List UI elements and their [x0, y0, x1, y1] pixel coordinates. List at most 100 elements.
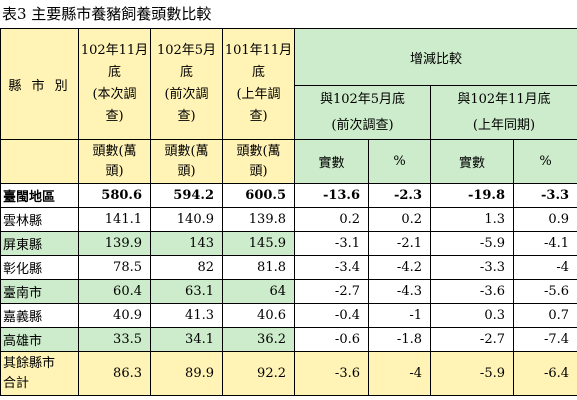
change-may-actual: -0.4	[294, 303, 369, 328]
lastyear-value: 36.2	[222, 327, 295, 352]
heads-unit-2-line-2: 頭)	[177, 163, 196, 179]
county-name: 嘉義縣	[0, 303, 79, 328]
change-nov-pct: -6.4	[512, 351, 577, 396]
current-value: 40.9	[78, 303, 151, 328]
table-row: 彰化縣 78.5 82 81.8 -3.4 -4.2 -3.3 -4	[0, 255, 577, 280]
change-nov-pct: -3.3	[512, 183, 577, 208]
col-current-line-2: 底	[107, 65, 121, 80]
current-value: 580.6	[78, 183, 151, 208]
previous-value: 140.9	[150, 207, 223, 232]
current-value: 86.3	[78, 351, 151, 396]
county-header-label: 縣 市 別	[8, 78, 71, 94]
change-may-actual: -3.6	[294, 351, 369, 396]
current-value: 141.1	[78, 207, 151, 232]
previous-value: 34.1	[150, 327, 223, 352]
heads-unit-2-line-1: 頭數(萬	[164, 143, 209, 159]
col-current-header: 102年11月 底 (本次調 查)	[78, 28, 151, 140]
col-current-line-4: 查)	[105, 109, 124, 124]
col-previous-line-1: 102年5月	[156, 43, 217, 58]
county-header-spacer	[0, 139, 79, 184]
table-row-others: 其餘縣市 合計 86.3 89.9 92.2 -3.6 -4 -5.9 -6.4	[0, 351, 577, 396]
change-may-actual: -0.6	[294, 327, 369, 352]
col-previous-line-4: 查)	[177, 109, 196, 124]
change-nov-actual: -3.3	[430, 255, 514, 280]
change-nov-actual: -2.7	[430, 327, 514, 352]
current-value: 139.9	[78, 231, 151, 256]
county-name: 高雄市	[0, 327, 79, 352]
change-may-actual: 0.2	[294, 207, 369, 232]
pct-header-2: %	[512, 139, 577, 184]
lastyear-value: 600.5	[222, 183, 295, 208]
col-lastyear-line-1: 101年11月	[224, 43, 293, 58]
vs-may-header: 與102年5月底 (前次調查)	[294, 85, 431, 140]
lastyear-value: 81.8	[222, 255, 295, 280]
county-name: 其餘縣市 合計	[0, 351, 79, 396]
current-value: 78.5	[78, 255, 151, 280]
change-nov-pct: -4	[512, 255, 577, 280]
vs-nov-label: 與102年11月底	[457, 91, 551, 107]
heads-unit-3-line-2: 頭)	[249, 163, 268, 179]
current-value: 33.5	[78, 327, 151, 352]
change-may-actual: -3.4	[294, 255, 369, 280]
change-may-actual: -3.1	[294, 231, 369, 256]
vs-may-sublabel: (前次調查)	[331, 117, 394, 133]
change-nov-actual: -19.8	[430, 183, 514, 208]
heads-unit-1: 頭數(萬 頭)	[78, 139, 151, 184]
change-may-pct: -4.2	[368, 255, 431, 280]
previous-value: 41.3	[150, 303, 223, 328]
change-may-pct: -1	[368, 303, 431, 328]
col-current-line-3: (本次調	[92, 87, 137, 102]
heads-unit-3: 頭數(萬 頭)	[222, 139, 295, 184]
change-nov-actual: -5.9	[430, 231, 514, 256]
col-lastyear-header: 101年11月 底 (上年調 查)	[222, 28, 295, 140]
lastyear-value: 64	[222, 279, 295, 304]
county-name: 臺閩地區	[0, 183, 79, 208]
change-nov-pct: -4.1	[512, 231, 577, 256]
lastyear-value: 145.9	[222, 231, 295, 256]
change-nov-actual: 1.3	[430, 207, 514, 232]
previous-value: 89.9	[150, 351, 223, 396]
vs-nov-header: 與102年11月底 (上年同期)	[429, 85, 577, 140]
heads-unit-3-line-1: 頭數(萬	[236, 143, 281, 159]
col-lastyear-line-2: 底	[251, 65, 265, 80]
lastyear-value: 92.2	[222, 351, 295, 396]
actual-header-1: 實數	[294, 139, 369, 184]
change-may-pct: -1.8	[368, 327, 431, 352]
vs-may-label: 與102年5月底	[319, 91, 406, 107]
table-row: 臺南市 60.4 63.1 64 -2.7 -4.3 -3.6 -5.6	[0, 279, 577, 304]
pct-header-1: %	[368, 139, 431, 184]
col-current-line-1: 102年11月	[80, 43, 149, 58]
col-previous-line-2: 底	[179, 65, 193, 80]
actual-header-2: 實數	[430, 139, 514, 184]
heads-unit-2: 頭數(萬 頭)	[150, 139, 223, 184]
previous-value: 82	[150, 255, 223, 280]
change-may-actual: -2.7	[294, 279, 369, 304]
change-may-pct: -2.1	[368, 231, 431, 256]
col-previous-line-3: (前次調	[164, 87, 209, 102]
county-name: 彰化縣	[0, 255, 79, 280]
pig-count-table: 縣 市 別 102年11月 底 (本次調 查) 102年5月 底 (前次調 查)…	[0, 28, 577, 396]
previous-value: 63.1	[150, 279, 223, 304]
change-may-pct: -2.3	[368, 183, 431, 208]
county-header: 縣 市 別	[0, 28, 79, 140]
change-nov-pct: 0.7	[512, 303, 577, 328]
change-may-pct: 0.2	[368, 207, 431, 232]
table-row: 屏東縣 139.9 143 145.9 -3.1 -2.1 -5.9 -4.1	[0, 231, 577, 256]
col-lastyear-line-4: 查)	[249, 109, 268, 124]
others-name-line-1: 其餘縣市	[3, 355, 56, 371]
previous-value: 594.2	[150, 183, 223, 208]
change-may-pct: -4	[368, 351, 431, 396]
vs-nov-sublabel: (上年同期)	[472, 117, 536, 133]
heads-unit-1-line-1: 頭數(萬	[92, 143, 137, 159]
county-name: 臺南市	[0, 279, 79, 304]
county-name: 雲林縣	[0, 207, 79, 232]
county-name: 屏東縣	[0, 231, 79, 256]
lastyear-value: 40.6	[222, 303, 295, 328]
change-nov-actual: -3.6	[430, 279, 514, 304]
change-may-pct: -4.3	[368, 279, 431, 304]
table-row-total: 臺閩地區 580.6 594.2 600.5 -13.6 -2.3 -19.8 …	[0, 183, 577, 208]
table-row: 高雄市 33.5 34.1 36.2 -0.6 -1.8 -2.7 -7.4	[0, 327, 577, 352]
change-nov-pct: 0.9	[512, 207, 577, 232]
heads-unit-1-line-2: 頭)	[105, 163, 124, 179]
lastyear-value: 139.8	[222, 207, 295, 232]
